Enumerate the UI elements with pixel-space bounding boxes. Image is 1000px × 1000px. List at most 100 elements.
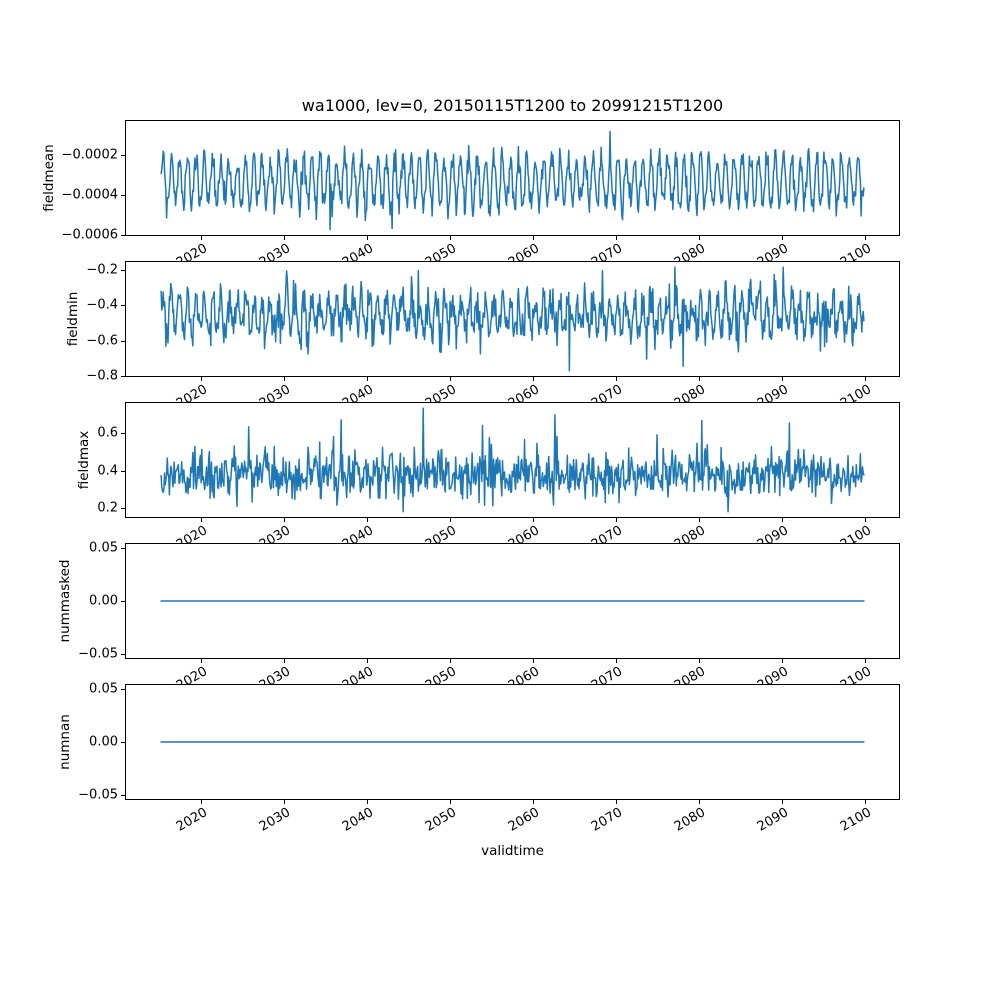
x-tick <box>533 659 534 663</box>
x-tick-label: 2080 <box>672 523 709 553</box>
x-tick <box>533 377 534 381</box>
x-tick-label: 2060 <box>506 805 543 835</box>
y-axis-title-numnan: numnan <box>57 714 73 770</box>
x-tick <box>533 236 534 240</box>
x-tick <box>699 377 700 381</box>
x-tick-label: 2100 <box>837 382 875 412</box>
y-tick-label: −0.05 <box>78 787 118 803</box>
x-tick-label: 2040 <box>340 241 377 271</box>
x-tick-label: 2060 <box>506 241 543 271</box>
x-tick-label: 2100 <box>837 241 875 271</box>
y-tick <box>121 376 125 377</box>
x-tick-label: 2030 <box>257 523 294 553</box>
x-tick-label: 2050 <box>423 241 460 271</box>
y-tick-label: −0.8 <box>86 368 118 384</box>
y-tick <box>121 270 125 271</box>
x-tick <box>450 518 451 522</box>
x-tick <box>367 800 368 804</box>
x-tick <box>284 659 285 663</box>
x-tick <box>865 659 866 663</box>
y-tick <box>121 548 125 549</box>
line-series-svg <box>160 266 865 372</box>
x-tick <box>782 518 783 522</box>
y-tick-label: −0.2 <box>86 262 118 278</box>
line-series-svg <box>160 130 865 231</box>
y-tick <box>121 742 125 743</box>
y-tick <box>121 508 125 509</box>
y-tick-label: −0.0004 <box>61 187 118 203</box>
x-tick <box>284 800 285 804</box>
x-tick <box>782 377 783 381</box>
x-tick-label: 2060 <box>506 664 543 694</box>
y-tick <box>121 471 125 472</box>
x-tick <box>699 518 700 522</box>
x-tick-label: 2040 <box>340 805 377 835</box>
x-tick <box>367 377 368 381</box>
x-tick <box>201 659 202 663</box>
y-axis-title-nummasked: nummasked <box>57 559 73 643</box>
x-tick <box>699 236 700 240</box>
y-tick-label: −0.6 <box>86 333 118 349</box>
x-tick <box>284 518 285 522</box>
x-tick-label: 2050 <box>423 805 460 835</box>
x-tick <box>616 800 617 804</box>
x-tick <box>865 800 866 804</box>
y-tick-label: 0.00 <box>89 593 118 609</box>
x-tick <box>367 236 368 240</box>
y-tick <box>121 235 125 236</box>
y-tick <box>121 195 125 196</box>
x-tick-label: 2050 <box>423 664 460 694</box>
x-tick <box>616 659 617 663</box>
x-tick-label: 2090 <box>755 241 792 271</box>
x-tick <box>616 236 617 240</box>
y-tick-label: −0.05 <box>78 646 118 662</box>
x-tick <box>782 659 783 663</box>
plot-area-nummasked <box>125 543 900 659</box>
y-tick-label: 0.05 <box>89 681 118 697</box>
y-axis-title-fieldmin: fieldmin <box>65 291 81 347</box>
x-tick <box>782 800 783 804</box>
x-tick <box>699 659 700 663</box>
y-tick <box>121 341 125 342</box>
x-tick <box>616 377 617 381</box>
x-tick <box>782 236 783 240</box>
y-tick <box>121 795 125 796</box>
y-tick-label: 0.4 <box>97 463 118 478</box>
x-tick <box>533 518 534 522</box>
x-tick <box>699 800 700 804</box>
x-tick-label: 2080 <box>672 382 709 412</box>
y-axis-title-fieldmax: fieldmax <box>76 430 92 490</box>
x-tick <box>450 659 451 663</box>
x-tick-label: 2090 <box>755 664 792 694</box>
y-tick-label: −0.0006 <box>61 227 118 243</box>
x-tick-label: 2020 <box>174 523 211 553</box>
x-tick-label: 2100 <box>837 523 875 553</box>
data-line-fieldmax <box>160 407 865 513</box>
x-tick <box>201 377 202 381</box>
plot-area-numnan <box>125 684 900 800</box>
line-series-svg <box>160 600 865 602</box>
x-tick <box>450 236 451 240</box>
x-tick <box>284 236 285 240</box>
x-tick-label: 2070 <box>589 664 626 694</box>
x-tick-label: 2060 <box>506 382 543 412</box>
x-tick <box>450 377 451 381</box>
x-tick-label: 2030 <box>257 241 294 271</box>
x-tick-label: 2020 <box>174 664 211 694</box>
x-tick-label: 2070 <box>589 382 626 412</box>
x-tick-label: 2070 <box>589 523 626 553</box>
x-tick-label: 2060 <box>506 523 543 553</box>
plot-area-fieldmean <box>125 120 900 236</box>
y-tick-label: −0.0002 <box>61 147 118 163</box>
plot-area-fieldmin <box>125 261 900 377</box>
y-tick <box>121 601 125 602</box>
x-tick <box>367 518 368 522</box>
x-tick-label: 2040 <box>340 664 377 694</box>
y-tick <box>121 433 125 434</box>
x-tick <box>865 518 866 522</box>
x-tick-label: 2100 <box>837 805 875 835</box>
x-tick-label: 2080 <box>672 664 709 694</box>
x-tick-label: 2020 <box>174 805 211 835</box>
y-tick <box>121 155 125 156</box>
y-tick <box>121 654 125 655</box>
